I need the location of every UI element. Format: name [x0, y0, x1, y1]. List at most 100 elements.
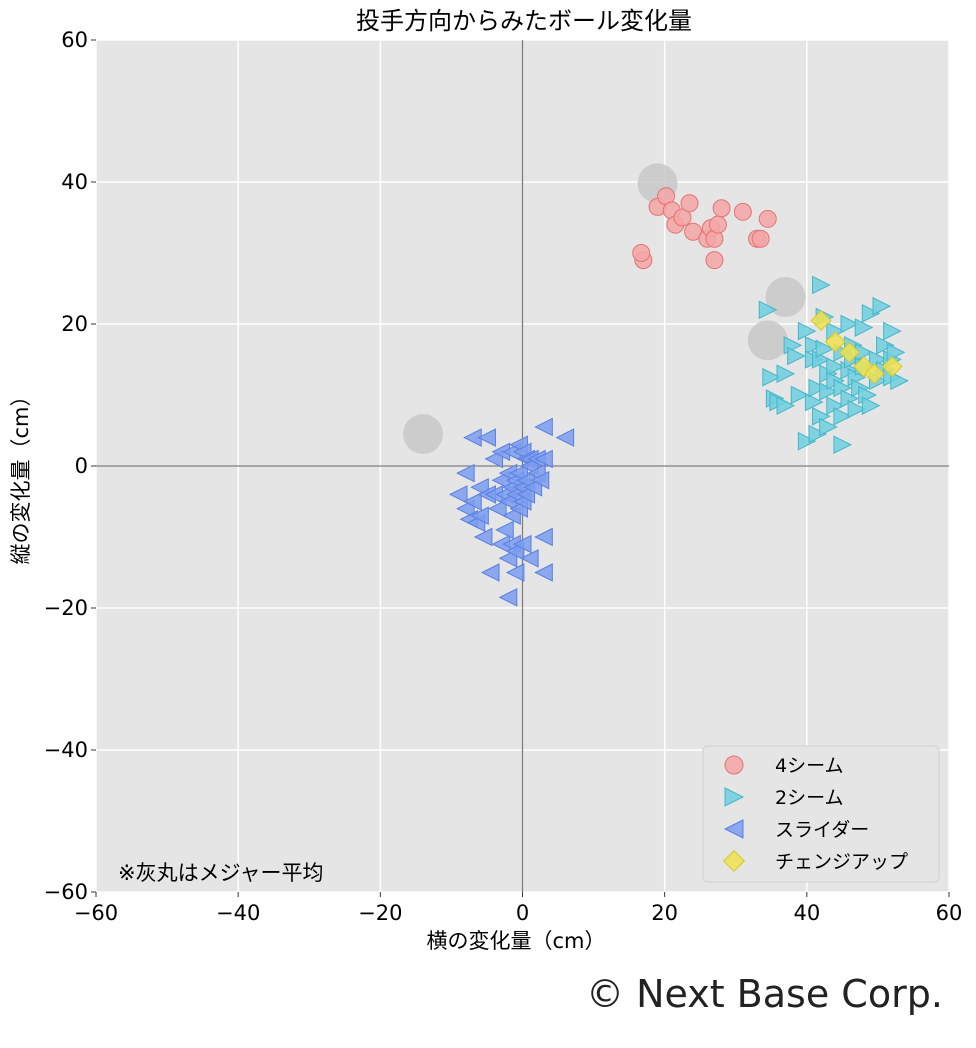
data-point — [632, 244, 651, 262]
data-point — [534, 417, 553, 437]
axis-ticks: −60 −40 −20 0 20 40 60 −60 −40 −20 0 20 40 60 — [44, 28, 963, 925]
legend-marker — [722, 849, 746, 873]
league-average-note: ※灰丸はメジャー平均 — [118, 861, 324, 885]
data-point — [808, 424, 828, 444]
data-point — [815, 339, 835, 359]
data-point — [872, 296, 892, 316]
legend-label: スライダー — [775, 819, 869, 841]
data-point — [808, 378, 828, 398]
copyright-text: © Next Base Corp. — [586, 972, 943, 1016]
x-tick-label: −40 — [216, 901, 260, 925]
y-tick-label: 60 — [61, 28, 88, 52]
data-point — [534, 449, 553, 469]
data-point — [448, 485, 468, 504]
data-point — [824, 331, 846, 353]
league-average-point — [765, 277, 806, 318]
x-tick-label: 20 — [651, 901, 678, 925]
league-average-point — [747, 320, 788, 361]
data-point — [488, 499, 507, 518]
legend-box — [702, 745, 940, 883]
league-average-point — [402, 414, 443, 455]
data-point — [519, 548, 539, 568]
legend-label: 2シーム — [775, 787, 844, 809]
data-point — [826, 357, 845, 376]
data-points — [448, 187, 909, 607]
chart-title: 投手方向からみたボール変化量 — [356, 7, 692, 35]
data-point — [881, 356, 903, 378]
x-tick-label: −20 — [358, 901, 402, 925]
x-tick-label: −60 — [74, 901, 118, 925]
y-tick-label: 40 — [61, 170, 88, 194]
data-point — [751, 229, 770, 248]
data-point — [708, 215, 727, 234]
data-point — [758, 209, 777, 228]
data-point — [854, 318, 874, 337]
data-point — [819, 417, 838, 437]
data-point — [890, 371, 909, 391]
data-point — [790, 385, 810, 405]
series-0 — [632, 187, 777, 270]
data-point — [680, 194, 699, 213]
data-point — [833, 435, 852, 455]
data-point — [456, 463, 475, 483]
y-tick-label: 0 — [75, 454, 88, 478]
data-point — [555, 428, 575, 447]
data-point — [883, 321, 902, 341]
data-point — [534, 563, 553, 582]
data-point — [847, 399, 867, 419]
data-point — [861, 304, 881, 323]
y-axis-label: 縦の変化量（cm） — [9, 385, 33, 564]
data-point — [876, 335, 895, 355]
data-point — [863, 363, 885, 385]
data-point — [712, 199, 731, 218]
data-point — [762, 367, 781, 387]
data-point — [797, 321, 817, 341]
data-point — [512, 534, 532, 554]
series-2 — [448, 417, 575, 607]
data-point — [776, 396, 796, 415]
data-point — [470, 506, 489, 526]
data-point — [684, 222, 703, 241]
y-tick-label: −60 — [44, 880, 88, 904]
x-tick-label: 60 — [936, 901, 963, 925]
data-point — [733, 202, 752, 221]
data-point — [498, 588, 518, 607]
data-point — [705, 251, 724, 270]
data-point — [477, 428, 496, 447]
data-point — [758, 300, 778, 320]
data-point — [463, 492, 482, 511]
data-point — [886, 343, 906, 362]
data-point — [534, 527, 553, 547]
data-point — [861, 396, 881, 415]
data-point — [480, 563, 500, 582]
y-tick-label: −40 — [44, 738, 88, 762]
data-point — [530, 470, 550, 490]
data-point — [797, 431, 817, 451]
x-tick-label: 40 — [793, 901, 820, 925]
data-point — [673, 208, 692, 227]
data-point — [810, 309, 832, 331]
data-point — [787, 346, 806, 366]
data-point — [833, 406, 852, 426]
y-tick-label: −20 — [44, 596, 88, 620]
x-tick-label: 0 — [516, 901, 529, 925]
data-point — [505, 563, 525, 582]
legend-marker — [724, 787, 745, 807]
y-tick-label: 20 — [61, 312, 88, 336]
data-point — [812, 275, 831, 295]
legend-label: 4シーム — [775, 755, 844, 777]
legend-label: チェンジアップ — [775, 851, 908, 873]
x-axis-label: 横の変化量（cm） — [426, 929, 605, 953]
data-point — [495, 520, 514, 540]
data-point — [840, 314, 860, 334]
data-point — [839, 341, 860, 363]
series-3 — [810, 309, 903, 385]
data-point — [776, 364, 796, 384]
data-point — [804, 335, 824, 355]
legend-marker — [723, 819, 744, 839]
data-point — [473, 527, 493, 547]
legend-marker — [724, 755, 744, 775]
data-point — [804, 392, 824, 412]
